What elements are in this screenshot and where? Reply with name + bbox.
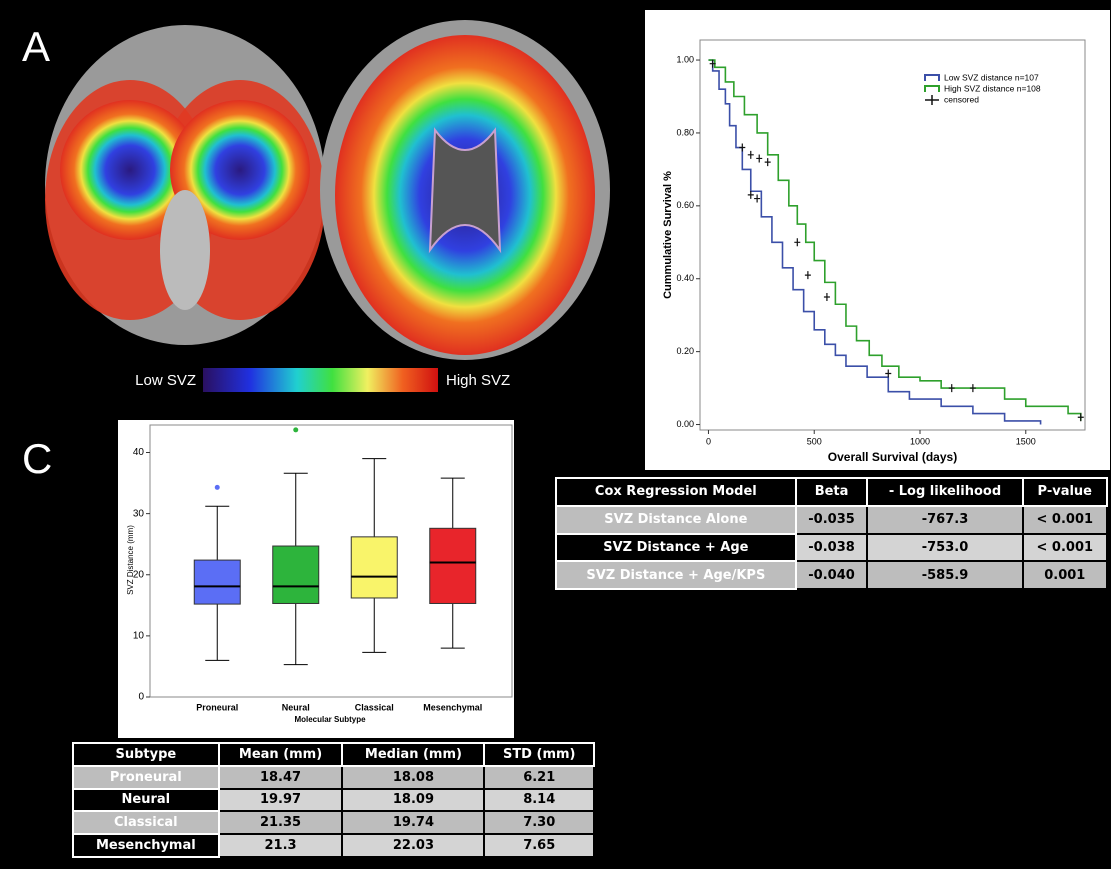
table-cell: Classical (73, 811, 219, 834)
x-tick-label: Classical (355, 702, 394, 712)
table-cell: -767.3 (867, 506, 1022, 534)
x-tick-label: Proneural (196, 702, 238, 712)
figure-canvas: Low SVZ High SVZ A B C 0.00 0.20 0.40 0.60 0… (0, 0, 1111, 869)
header-cell: Beta (796, 478, 868, 506)
header-cell: Cox Regression Model (556, 478, 796, 506)
x-tick-label: 500 (807, 436, 822, 446)
outlier (215, 485, 220, 490)
table-cell: 18.08 (342, 766, 484, 789)
y-tick-label: 0.20 (676, 346, 694, 356)
table-cell: 19.97 (219, 789, 343, 812)
header-cell: P-value (1023, 478, 1107, 506)
legend-label: censored (944, 94, 979, 104)
x-axis-label: Molecular Subtype (294, 715, 366, 724)
y-tick-label: 30 (133, 508, 145, 519)
box (351, 537, 397, 598)
table-cell: 19.74 (342, 811, 484, 834)
table-cell: Proneural (73, 766, 219, 789)
y-axis-label: Cummulative Survival % (662, 171, 674, 299)
y-tick-label: 1.00 (676, 54, 694, 64)
table-row: Classical21.3519.747.30 (73, 811, 594, 834)
table-row: SVZ Distance Alone-0.035-767.3< 0.001 (556, 506, 1107, 534)
colorbar-high: High SVZ (446, 372, 510, 389)
y-tick-label: 0.60 (676, 200, 694, 210)
outlier (293, 427, 298, 432)
panel-label: C (22, 435, 52, 482)
table-cell: SVZ Distance + Age/KPS (556, 561, 796, 589)
x-tick-label: 1000 (910, 436, 930, 446)
y-tick-label: 0.40 (676, 273, 694, 283)
table-cell: 21.35 (219, 811, 343, 834)
table-row: SVZ Distance + Age-0.038-753.0< 0.001 (556, 534, 1107, 562)
x-tick-label: 1500 (1016, 436, 1036, 446)
header-cell: - Log likelihood (867, 478, 1022, 506)
table-cell: SVZ Distance + Age (556, 534, 796, 562)
table-cell: 22.03 (342, 834, 484, 857)
table-cell: 7.30 (484, 811, 594, 834)
header-cell: Median (mm) (342, 743, 484, 766)
table-cell: 8.14 (484, 789, 594, 812)
colorbar (203, 368, 438, 392)
table-cell: -753.0 (867, 534, 1022, 562)
table-cell: -0.038 (796, 534, 868, 562)
brain-right (320, 20, 610, 360)
header-cell: Mean (mm) (219, 743, 343, 766)
table-cell: 6.21 (484, 766, 594, 789)
box (194, 560, 240, 604)
table-cell: < 0.001 (1023, 534, 1107, 562)
table-cell: 21.3 (219, 834, 343, 857)
panel-label: A (22, 23, 50, 70)
box (273, 546, 319, 603)
table-cell: -0.035 (796, 506, 868, 534)
y-axis-label: SVZ Distance (mm) (126, 525, 135, 595)
header-cell: Subtype (73, 743, 219, 766)
y-tick-label: 0 (138, 692, 144, 703)
y-tick-label: 10 (133, 631, 145, 642)
table-cell: 18.47 (219, 766, 343, 789)
panel-label: B (608, 33, 636, 80)
brain-left (45, 25, 325, 345)
table-cell: 0.001 (1023, 561, 1107, 589)
table-cell: < 0.001 (1023, 506, 1107, 534)
box (430, 528, 476, 603)
table-cell: SVZ Distance Alone (556, 506, 796, 534)
legend-label: High SVZ distance n=108 (944, 83, 1041, 93)
y-tick-label: 40 (133, 447, 145, 458)
y-tick-label: 0.80 (676, 127, 694, 137)
table-cell: Mesenchymal (73, 834, 219, 857)
table-cell: -585.9 (867, 561, 1022, 589)
header-cell: STD (mm) (484, 743, 594, 766)
x-tick-label: Neural (282, 702, 310, 712)
cox-table: Cox Regression ModelBeta- Log likelihood… (555, 477, 1108, 590)
x-axis-label: Overall Survival (days) (828, 450, 957, 464)
figure: Low SVZ High SVZ A B C 0.00 0.20 0.40 0.60 0… (0, 0, 1111, 869)
x-tick-label: Mesenchymal (423, 702, 482, 712)
table-cell: Neural (73, 789, 219, 812)
legend-label: Low SVZ distance n=107 (944, 72, 1039, 82)
table-cell: 7.65 (484, 834, 594, 857)
panel-b-bg (645, 10, 1110, 470)
table-cell: 18.09 (342, 789, 484, 812)
x-tick-label: 0 (706, 436, 711, 446)
colorbar-low: Low SVZ (135, 372, 196, 389)
table-cell: -0.040 (796, 561, 868, 589)
y-tick-label: 0.00 (676, 419, 694, 429)
